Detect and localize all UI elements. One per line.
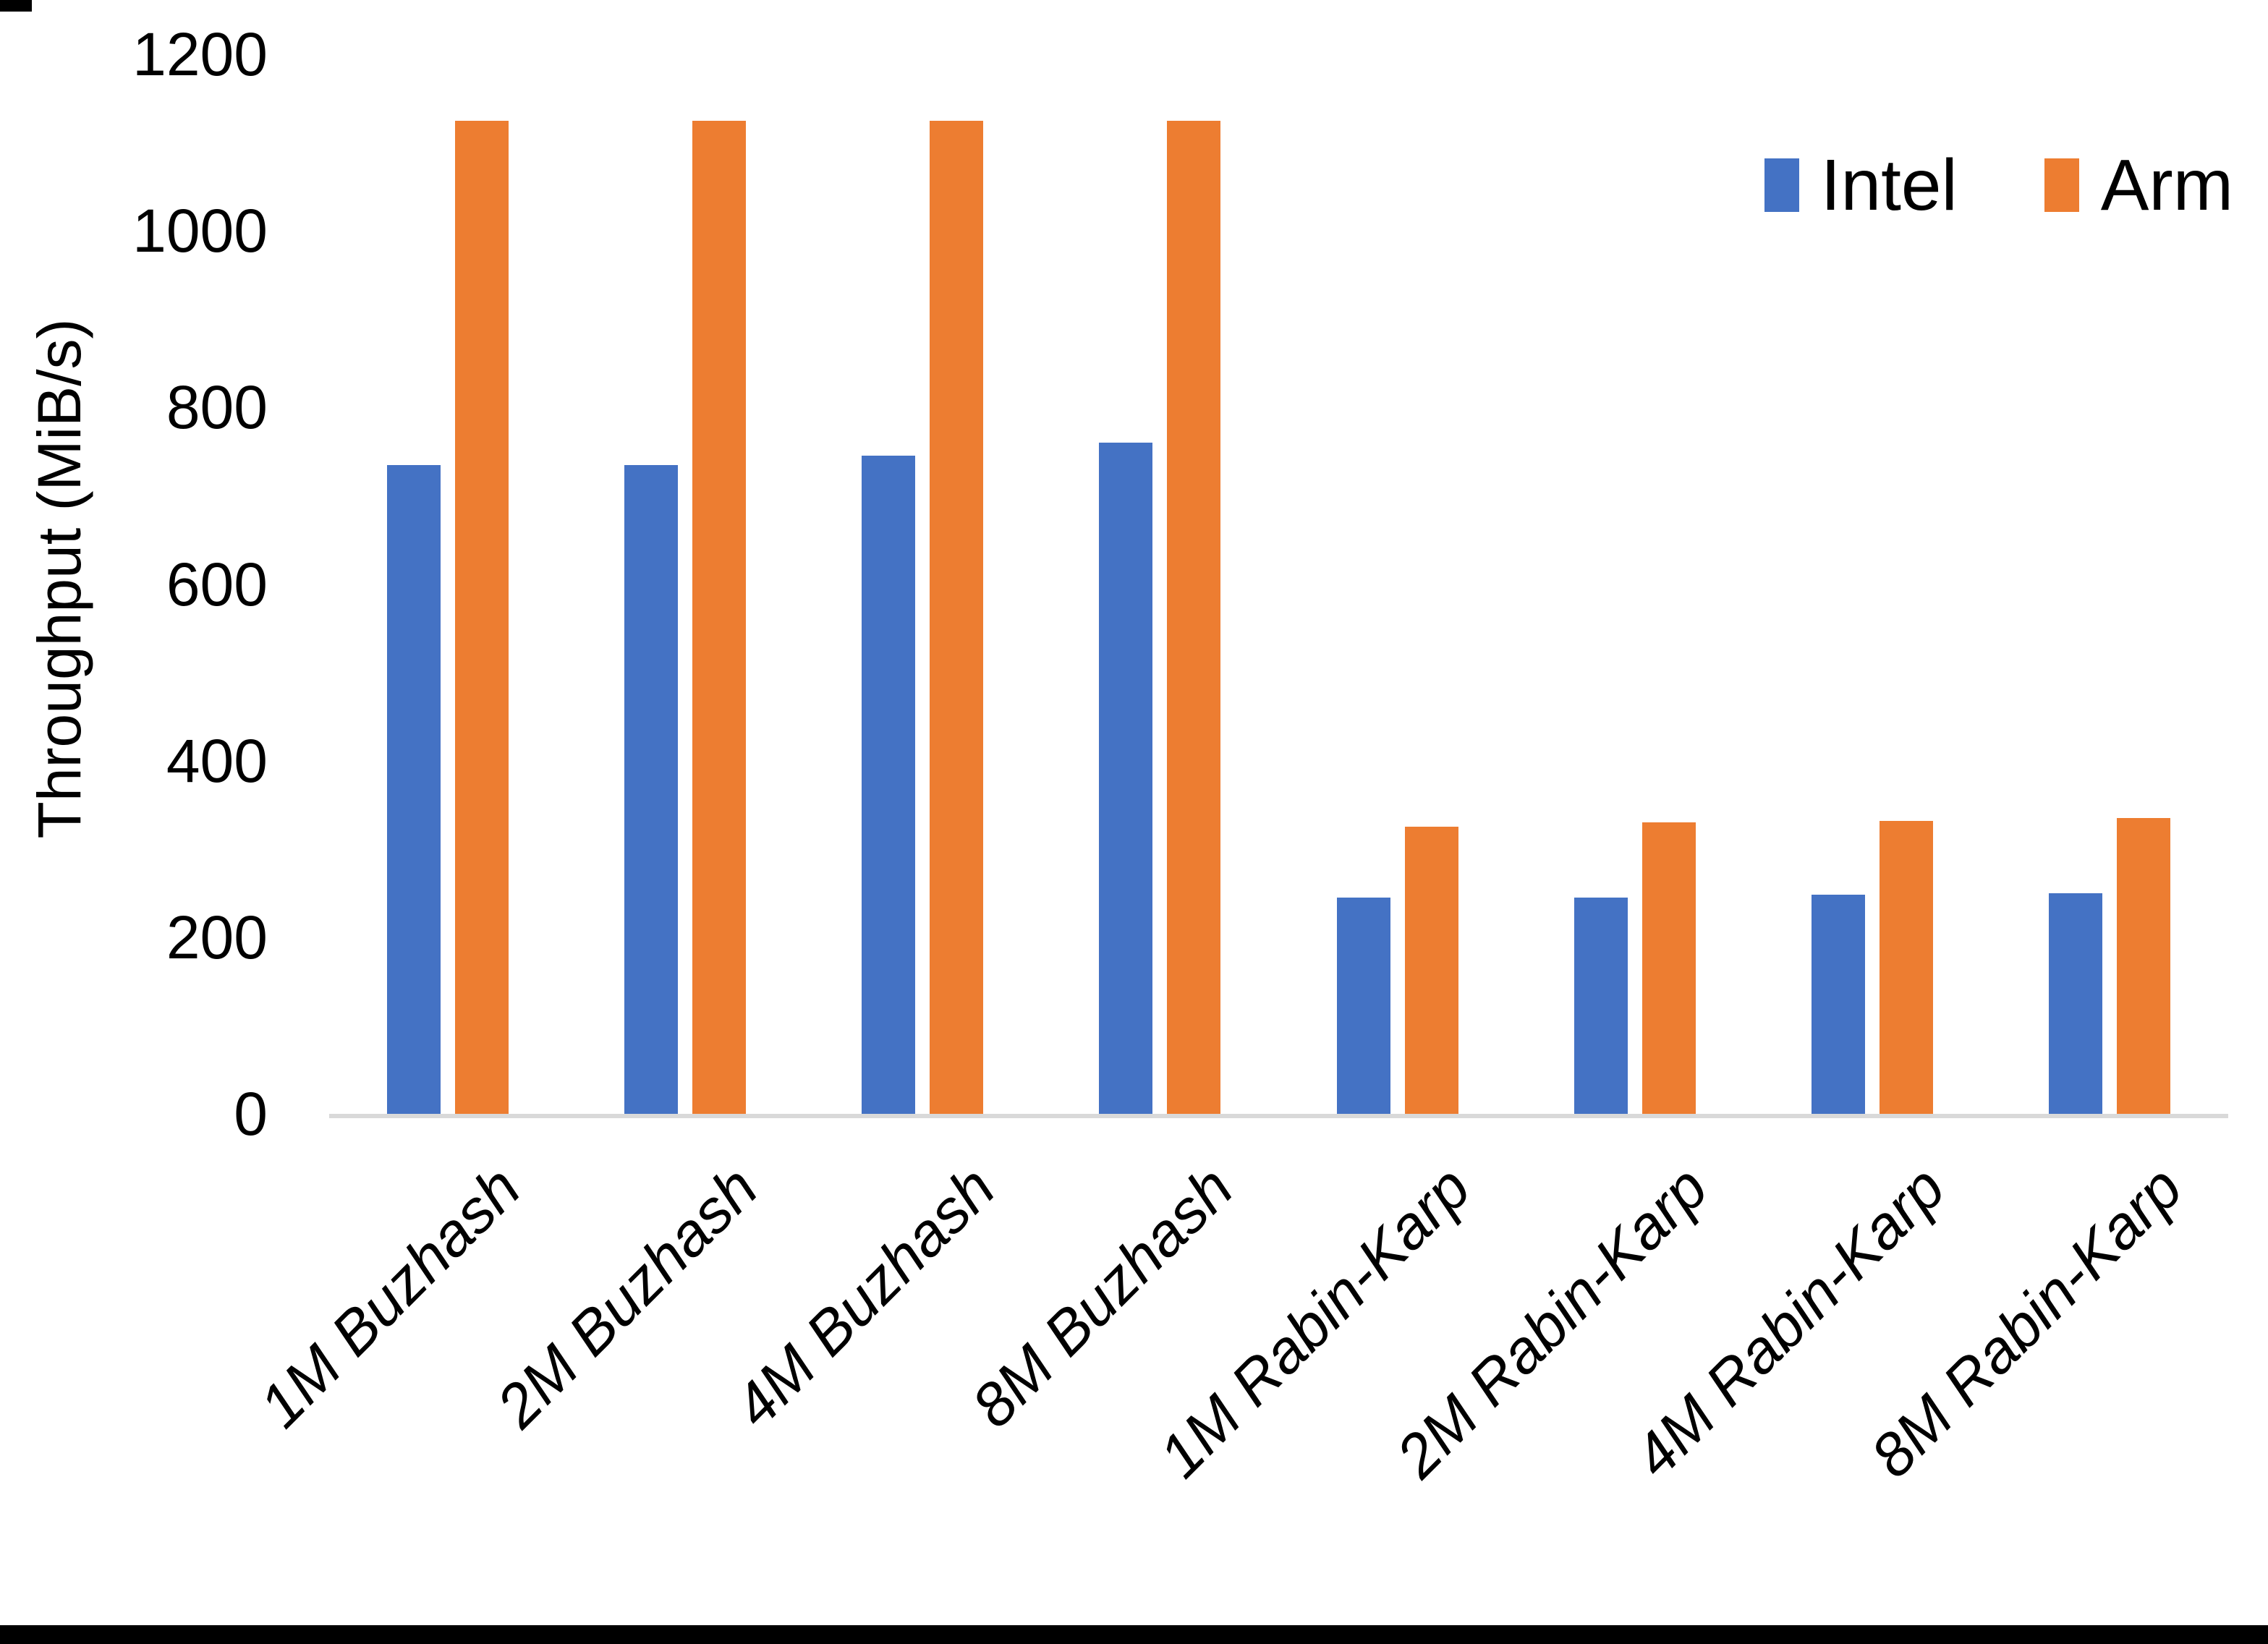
bar-intel-8m-rabin-karp bbox=[2048, 893, 2102, 1114]
x-axis-line bbox=[329, 1114, 2228, 1118]
bar-intel-2m-buzhash bbox=[624, 464, 679, 1114]
bar-intel-1m-buzhash bbox=[387, 464, 441, 1114]
bar-arm-8m-buzhash bbox=[1167, 120, 1221, 1114]
bar-arm-4m-buzhash bbox=[930, 120, 984, 1114]
legend-swatch-arm bbox=[2044, 158, 2079, 212]
legend-label-arm: Arm bbox=[2100, 145, 2233, 226]
y-tick-label-200: 200 bbox=[166, 903, 268, 971]
top-left-border-mark bbox=[0, 0, 32, 12]
bar-intel-1m-rabin-karp bbox=[1336, 897, 1390, 1114]
bar-intel-8m-buzhash bbox=[1099, 443, 1153, 1114]
y-tick-label-1200: 1200 bbox=[132, 20, 268, 88]
legend: Intel Arm bbox=[1764, 145, 2233, 226]
bar-arm-4m-rabin-karp bbox=[1879, 820, 1933, 1114]
bar-arm-2m-buzhash bbox=[692, 120, 747, 1114]
y-tick-label-400: 400 bbox=[166, 726, 268, 795]
bar-arm-1m-buzhash bbox=[455, 120, 509, 1114]
bar-arm-1m-rabin-karp bbox=[1404, 827, 1458, 1114]
legend-item-intel: Intel bbox=[1764, 145, 1958, 226]
legend-label-intel: Intel bbox=[1820, 145, 1958, 226]
y-tick-label-0: 0 bbox=[234, 1080, 268, 1148]
legend-swatch-intel bbox=[1764, 158, 1799, 212]
y-tick-label-600: 600 bbox=[166, 550, 268, 618]
bar-intel-4m-rabin-karp bbox=[1811, 895, 1865, 1114]
bar-arm-2m-rabin-karp bbox=[1641, 822, 1696, 1114]
bar-intel-2m-rabin-karp bbox=[1573, 897, 1628, 1114]
bar-arm-8m-rabin-karp bbox=[2116, 818, 2170, 1114]
bottom-border-bar bbox=[0, 1625, 2268, 1644]
legend-item-arm: Arm bbox=[2044, 145, 2233, 226]
y-tick-label-800: 800 bbox=[166, 373, 268, 442]
bar-intel-4m-buzhash bbox=[862, 456, 916, 1114]
y-tick-label-1000: 1000 bbox=[132, 197, 268, 265]
